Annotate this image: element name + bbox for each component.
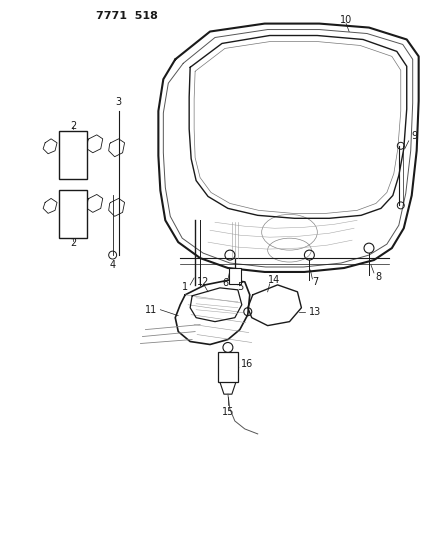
Text: 2: 2 [70,238,76,248]
Text: 16: 16 [241,359,253,369]
Text: 12: 12 [197,277,209,287]
Text: 10: 10 [340,14,352,25]
Text: 15: 15 [222,407,234,417]
Text: 3: 3 [116,97,122,107]
Bar [218,352,238,382]
Text: 11: 11 [145,305,158,314]
Text: 1: 1 [182,282,188,292]
Bar [59,131,87,179]
Text: 4: 4 [110,260,116,270]
Text: 8: 8 [376,272,382,282]
Bar [59,190,87,238]
Text: 5: 5 [237,282,243,292]
Text: 6: 6 [223,278,229,288]
Text: 7: 7 [312,277,318,287]
Text: 9: 9 [412,131,418,141]
Text: 13: 13 [309,306,321,317]
Text: 14: 14 [268,275,280,285]
Text: 2: 2 [70,121,76,131]
Text: 7771  518: 7771 518 [96,11,158,21]
Bar [229,268,241,284]
